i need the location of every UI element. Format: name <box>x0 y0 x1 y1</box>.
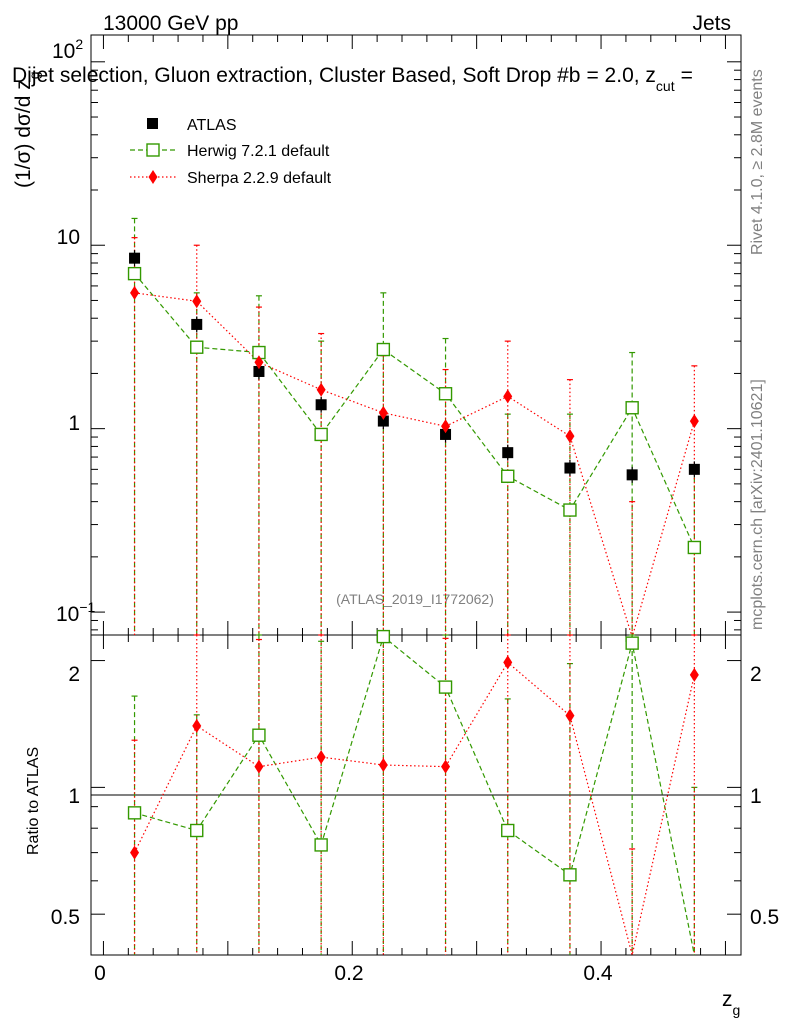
herwig-ratio-point <box>501 823 515 838</box>
x-tick-label-0: 0 <box>94 962 106 985</box>
y-tick-label-1: 1 <box>68 412 80 435</box>
sherpa-point <box>503 389 513 404</box>
herwig-point <box>127 266 142 281</box>
plot-title: Dijet selection, Gluon extraction, Clust… <box>12 64 693 94</box>
ratio-tick-label-right-1: 1 <box>750 785 762 808</box>
y-tick-label-100: 102 <box>52 36 83 63</box>
sherpa-ratio-point <box>441 759 451 774</box>
y-tick-label-0.1-base: 10 <box>56 603 79 626</box>
legend-marker-herwig <box>146 143 160 157</box>
side-text-bottom: mcplots.cern.ch [arXiv:2401.10621] <box>749 379 766 630</box>
sherpa-ratio-point <box>316 750 326 765</box>
herwig-point <box>501 469 515 483</box>
legend: ATLAS Herwig 7.2.1 default Sherpa 2.2.9 … <box>130 117 332 187</box>
herwig-point <box>438 387 453 401</box>
x-axis-label-main: z <box>722 988 733 1011</box>
sherpa-ratio-point <box>565 708 575 723</box>
x-axis-label: zg <box>722 988 740 1018</box>
sherpa-ratio-line <box>134 661 695 956</box>
sherpa-ratio-point <box>689 667 699 682</box>
axis-tick-labels: 10−1 1 10 102 2 1 0.5 2 1 0.5 0 0.2 0.4 <box>51 36 779 985</box>
herwig-point <box>314 427 328 442</box>
herwig-line <box>134 273 695 548</box>
sherpa-point <box>565 429 575 444</box>
sherpa-line <box>134 292 695 640</box>
herwig-ratio-point <box>314 838 328 852</box>
analysis-id: (ATLAS_2019_I1772062) <box>336 591 494 607</box>
x-tick-label-0.4: 0.4 <box>583 962 613 985</box>
sherpa-point <box>316 382 326 397</box>
sherpa-ratio-point <box>378 758 388 773</box>
herwig-ratio-point <box>190 823 204 838</box>
header-left: 13000 GeV pp <box>103 12 238 35</box>
ratio-tick-label-1: 1 <box>68 785 80 808</box>
legend-label-atlas: ATLAS <box>187 117 237 134</box>
herwig-point <box>376 342 391 357</box>
y-tick-label-10: 10 <box>57 226 80 249</box>
legend-label-herwig: Herwig 7.2.1 default <box>187 143 330 160</box>
ratio-tick-label-right-0.5: 0.5 <box>750 906 779 929</box>
sherpa-point <box>378 405 388 420</box>
title-end: = <box>681 64 693 87</box>
sherpa-ratio-point <box>192 718 202 733</box>
herwig-ratio-point <box>376 629 391 644</box>
legend-label-sherpa: Sherpa 2.2.9 default <box>187 170 332 187</box>
sherpa-ratio-point <box>503 655 513 670</box>
header-right: Jets <box>692 12 731 35</box>
sherpa-point <box>192 294 202 309</box>
legend-marker-atlas <box>147 118 158 129</box>
y-axis-label-main: (1/σ) dσ/d z <box>12 79 35 188</box>
sherpa-ratio-point <box>130 845 140 860</box>
x-axis-label-sub: g <box>733 1002 741 1018</box>
title-sub: cut <box>656 78 675 94</box>
herwig-point <box>687 540 702 555</box>
y-tick-label-100-exp: 2 <box>75 36 83 52</box>
side-text-top: Rivet 4.1.0, ≥ 2.8M events <box>749 69 766 255</box>
sherpa-point <box>130 285 140 300</box>
ratio-tick-label-2: 2 <box>68 663 80 686</box>
herwig-point <box>625 401 639 415</box>
herwig-point <box>190 340 204 354</box>
y-tick-label-100-base: 10 <box>52 40 75 63</box>
herwig-ratio-point <box>252 728 266 742</box>
y-axis-label-sub: g <box>26 71 42 79</box>
sherpa-point <box>441 419 451 434</box>
x-tick-label-0.2: 0.2 <box>334 962 363 985</box>
sherpa-point <box>689 414 699 429</box>
y-tick-label-0.1-exp: −1 <box>79 599 95 615</box>
y-tick-label-0.1: 10−1 <box>56 599 96 626</box>
ratio-tick-label-right-2: 2 <box>750 663 762 686</box>
y-axis-label: (1/σ) dσ/d zg <box>12 71 42 188</box>
sherpa-point <box>254 355 264 370</box>
legend-marker-sherpa <box>148 170 158 184</box>
axis-ticks <box>91 35 741 956</box>
herwig-ratio-point <box>625 636 639 650</box>
herwig-point <box>563 503 577 517</box>
herwig-ratio-point <box>438 680 453 694</box>
ratio-panel-series <box>127 629 699 956</box>
herwig-ratio-point <box>563 868 577 882</box>
herwig-ratio-line <box>134 635 695 956</box>
title-main: Dijet selection, Gluon extraction, Clust… <box>12 64 580 87</box>
main-panel-series <box>127 217 702 640</box>
ratio-y-axis-label: Ratio to ATLAS <box>25 747 42 855</box>
ratio-tick-label-0.5: 0.5 <box>51 906 80 929</box>
sherpa-ratio-point <box>254 759 264 774</box>
title-extra: = 2.0, z <box>586 64 655 87</box>
herwig-ratio-point <box>127 806 142 820</box>
